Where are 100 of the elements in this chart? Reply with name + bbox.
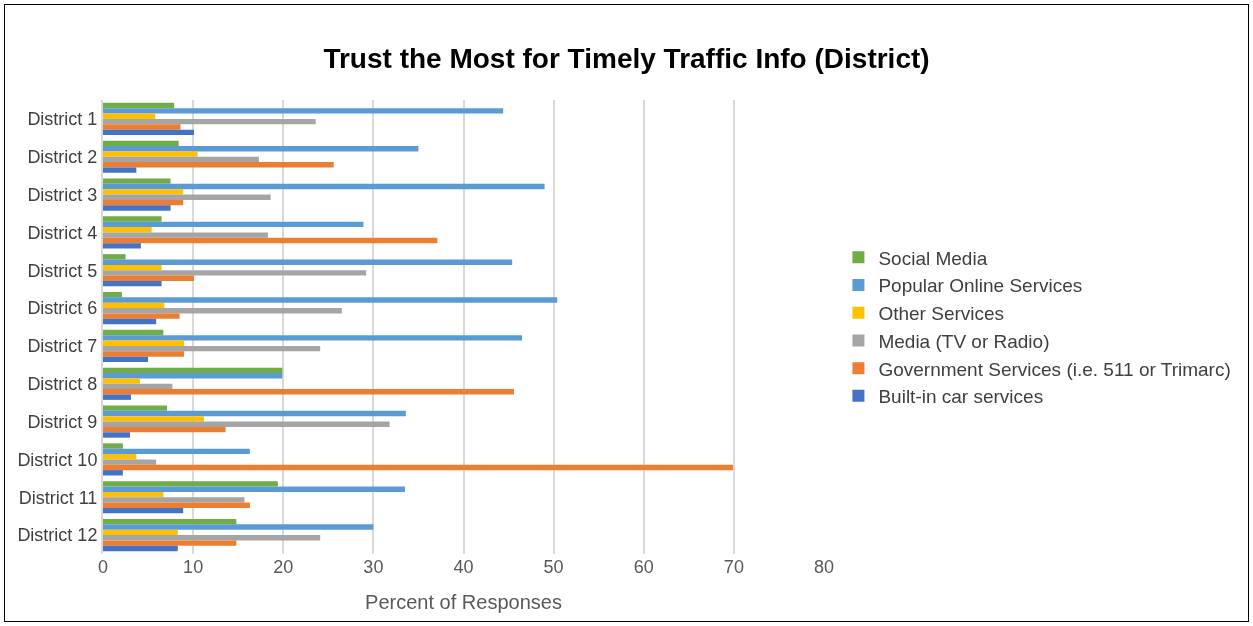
legend-label: Popular Online Services — [878, 275, 1083, 297]
bar — [103, 497, 245, 503]
bar — [103, 162, 334, 168]
bar — [103, 459, 157, 465]
bar — [103, 486, 405, 492]
x-tick-label: 10 — [183, 557, 204, 577]
bar — [103, 259, 513, 265]
bar — [103, 221, 364, 228]
bar — [103, 389, 514, 395]
bar — [103, 394, 131, 400]
bar — [103, 535, 321, 541]
bar — [103, 529, 178, 536]
legend-label: Built-in car services — [878, 386, 1044, 408]
bar — [103, 470, 123, 476]
bar — [103, 416, 204, 422]
bar — [103, 421, 390, 427]
y-tick-label: District 7 — [27, 336, 98, 357]
bar — [103, 313, 180, 319]
bar — [103, 524, 374, 530]
x-tick-label: 0 — [97, 557, 109, 577]
bar — [103, 454, 137, 460]
x-tick-label: 50 — [543, 557, 564, 577]
bar — [103, 519, 237, 525]
bar — [103, 345, 321, 352]
bar — [103, 351, 185, 357]
y-tick-label: District 8 — [27, 374, 98, 395]
bar — [103, 108, 504, 114]
bar — [103, 227, 152, 233]
bar — [103, 443, 123, 449]
bar — [103, 383, 173, 390]
bar — [103, 156, 259, 163]
legend-label: Other Services — [878, 303, 1005, 325]
bar — [103, 448, 250, 455]
bar — [103, 237, 438, 244]
bar — [103, 146, 419, 152]
x-tick-label: 80 — [813, 557, 835, 577]
chart-title: Trust the Most for Timely Traffic Info (District) — [323, 42, 930, 74]
bar — [103, 432, 131, 438]
x-tick-label: 20 — [273, 557, 294, 577]
x-tick-label: 70 — [723, 557, 744, 577]
x-axis-title: Percent of Responses — [365, 590, 562, 613]
bar — [103, 194, 271, 200]
bar — [103, 270, 367, 276]
bar — [103, 378, 140, 384]
y-tick-label: District 5 — [27, 260, 98, 281]
bar — [103, 297, 558, 303]
bar — [103, 151, 198, 157]
bar — [103, 232, 268, 238]
bar — [103, 129, 195, 135]
bar — [103, 292, 122, 298]
legend-label: Media (TV or Radio) — [878, 330, 1050, 352]
bar — [103, 308, 342, 314]
bar — [103, 502, 250, 508]
bar — [103, 275, 195, 281]
bar — [103, 340, 185, 346]
bar — [103, 540, 237, 546]
bar — [103, 118, 316, 125]
bar — [103, 410, 406, 417]
y-tick-label: District 10 — [17, 449, 98, 470]
bar — [103, 140, 179, 147]
bar — [103, 254, 126, 260]
bar — [103, 302, 165, 309]
bar — [103, 124, 181, 130]
bar — [103, 329, 164, 336]
y-tick-label: District 2 — [27, 147, 98, 168]
bar — [103, 243, 141, 249]
legend-label: Social Media — [878, 247, 988, 269]
bar — [103, 491, 164, 498]
bar — [103, 335, 523, 341]
x-tick-label: 30 — [363, 557, 384, 577]
bar — [103, 426, 226, 433]
bar — [103, 464, 733, 471]
bar — [103, 280, 162, 287]
bar — [103, 189, 184, 195]
y-tick-label: District 1 — [27, 109, 98, 130]
bar — [103, 178, 171, 184]
bar — [103, 199, 184, 206]
y-tick-label: District 12 — [17, 525, 98, 546]
bar — [103, 113, 156, 119]
legend-label: Government Services (i.e. 511 or Trimarc) — [878, 358, 1231, 380]
bar — [103, 264, 162, 271]
bar — [103, 318, 157, 325]
bar — [103, 367, 283, 374]
y-tick-label: District 9 — [27, 411, 98, 432]
bar — [103, 167, 137, 173]
bar — [103, 205, 171, 211]
bar — [103, 356, 149, 362]
y-tick-label: District 6 — [27, 298, 98, 319]
bar — [103, 481, 278, 487]
x-tick-label: 60 — [633, 557, 654, 577]
y-tick-label: District 11 — [18, 487, 98, 508]
bar — [103, 102, 175, 109]
y-tick-label: District 3 — [27, 184, 98, 205]
bar — [103, 216, 162, 222]
bar — [103, 507, 184, 514]
bar — [103, 373, 283, 379]
bar — [103, 183, 545, 190]
x-tick-label: 40 — [453, 557, 474, 577]
y-tick-label: District 4 — [27, 222, 98, 243]
bar — [103, 405, 167, 411]
